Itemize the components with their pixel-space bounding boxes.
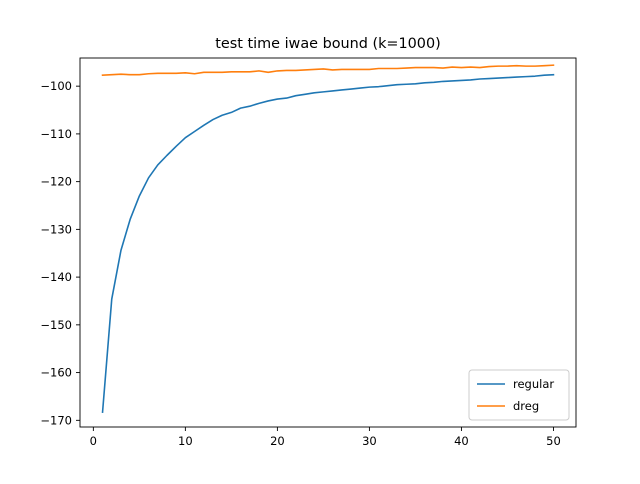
x-tick-label: 50 [546, 434, 561, 448]
chart-title: test time iwae bound (k=1000) [215, 36, 440, 52]
y-tick-label: −140 [40, 270, 72, 284]
legend-box [468, 369, 570, 421]
x-tick-label: 0 [90, 434, 97, 448]
y-tick-label: −120 [40, 175, 72, 189]
y-tick-label: −150 [40, 318, 72, 332]
x-tick-label: 40 [454, 434, 469, 448]
y-tick-label: −100 [40, 79, 72, 93]
x-tick-label: 10 [178, 434, 193, 448]
y-tick-label: −130 [40, 222, 72, 236]
legend: regular dreg [468, 369, 570, 421]
legend-label-regular: regular [513, 377, 554, 391]
legend-label-dreg: dreg [513, 399, 539, 413]
y-tick-label: −110 [40, 127, 72, 141]
y-tick-label: −170 [40, 413, 72, 427]
series-line-regular [101, 73, 555, 414]
series-line-dreg [101, 64, 555, 77]
x-tick-label: 30 [362, 434, 377, 448]
plot-area: 0 10 20 30 40 50 −170 −160 −150 −140 −130 −120 −110 −… [40, 57, 577, 448]
x-tick-label: 20 [270, 434, 285, 448]
y-tick-label: −160 [40, 366, 72, 380]
axes-frame [79, 57, 577, 428]
